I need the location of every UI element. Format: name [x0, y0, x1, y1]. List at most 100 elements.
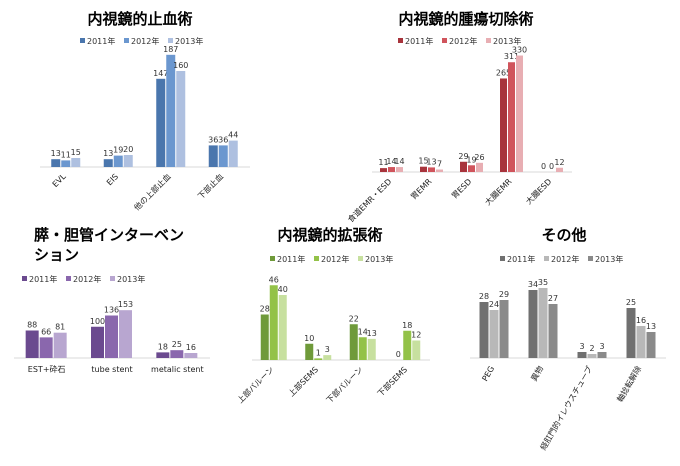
chart-1-bar-2-0 [460, 161, 467, 172]
chart-4-bar-0-0 [479, 302, 489, 358]
chart-1-bar-2-1 [468, 165, 475, 172]
chart-3-bar-1-1 [314, 358, 323, 360]
chart-2-title-line-0: 膵・胆管インターベン [34, 226, 184, 244]
chart-4-legend-swatch-0 [500, 256, 505, 261]
chart-4-value-label-3-0: 25 [626, 298, 636, 307]
chart-3-title: 内視鏡的拡張術 [277, 226, 382, 244]
chart-1-value-label-2-0: 29 [458, 152, 468, 161]
chart-1-bar-1-0 [420, 166, 427, 172]
chart-2-category-label-1: tube stent [91, 365, 132, 374]
chart-1-bar-1-1 [428, 167, 435, 172]
chart-3-value-label-1-1: 1 [316, 348, 321, 357]
chart-2-value-label-1-1: 136 [104, 306, 119, 315]
chart-0-legend-swatch-2 [168, 38, 173, 43]
chart-0-bar-1-1 [113, 155, 123, 167]
chart-3-category-label-2: 下部バルーン [324, 364, 365, 405]
chart-0-category-label-3: 下部止血 [195, 171, 225, 201]
chart-0-category-label-1: EIS [105, 172, 120, 187]
chart-3-legend-label-0: 2011年 [277, 254, 305, 264]
chart-1-legend-swatch-0 [398, 38, 403, 43]
chart-4-category-label-3: 軸捻転解除 [615, 364, 644, 404]
chart-0-legend-label-0: 2011年 [87, 36, 115, 46]
chart-1-value-label-4-0: 0 [541, 162, 546, 171]
chart-0-bar-0-2 [71, 158, 81, 167]
chart-0-category-label-2: 他の上部止血 [132, 171, 173, 212]
chart-2-bar-0-1 [39, 337, 53, 358]
chart-2-bar-2-0 [156, 352, 170, 358]
chart-4-legend-label-1: 2012年 [551, 254, 579, 264]
chart-0-bar-3-2 [228, 140, 238, 167]
chart-1-value-label-4-2: 12 [554, 158, 564, 167]
chart-1-value-label-1-2: 7 [437, 160, 442, 169]
chart-0-value-label-3-0: 36 [208, 135, 218, 144]
chart-1-bar-0-2 [396, 167, 403, 172]
chart-4-value-label-3-1: 16 [636, 316, 646, 325]
chart-3-bar-3-1 [403, 330, 412, 360]
chart-3-value-label-0-1: 46 [269, 275, 279, 284]
chart-4-legend-swatch-2 [588, 256, 593, 261]
chart-4-bar-0-2 [499, 300, 509, 358]
chart-4-value-label-3-2: 13 [646, 322, 656, 331]
chart-2-category-label-2: metalic stent [151, 365, 204, 374]
chart-4-bar-2-0 [577, 352, 587, 358]
chart-3-bar-0-1 [269, 285, 278, 360]
chart-0-legend-label-1: 2012年 [131, 36, 159, 46]
chart-2-value-label-2-2: 16 [186, 343, 196, 352]
chart-4-bar-3-1 [636, 326, 646, 358]
chart-2-value-label-2-1: 25 [172, 340, 182, 349]
chart-1-value-label-3-0: 265 [496, 68, 511, 77]
chart-0-bar-3-1 [218, 145, 228, 167]
chart-0-bar-1-2 [123, 155, 133, 167]
chart-2-bar-1-1 [105, 315, 118, 358]
chart-0-legend-label-2: 2013年 [175, 36, 203, 46]
chart-1-legend-swatch-2 [486, 38, 491, 43]
chart-3-legend-swatch-1 [314, 256, 319, 261]
chart-1-value-label-2-1: 19 [466, 155, 476, 164]
chart-0-value-label-3-2: 44 [228, 131, 238, 140]
chart-1-category-label-0: 食道EMR・ESD [345, 176, 393, 224]
chart-3-bar-2-0 [349, 324, 358, 360]
chart-3-bar-3-2 [412, 340, 421, 360]
chart-4-value-label-0-1: 24 [489, 300, 499, 309]
chart-0-category-label-0: EVL [51, 172, 68, 189]
chart-0-value-label-2-1: 187 [163, 45, 178, 54]
chart-4-value-label-1-1: 35 [538, 278, 548, 287]
chart-3-value-label-2-1: 14 [358, 327, 368, 336]
chart-2-legend-swatch-1 [66, 276, 71, 281]
chart-4-bar-3-0 [626, 308, 636, 358]
chart-2-bar-0-2 [53, 332, 67, 358]
chart-2-bar-1-2 [119, 310, 132, 358]
chart-3-legend-swatch-2 [358, 256, 363, 261]
chart-1-bar-2-2 [476, 162, 483, 172]
chart-3-legend-label-1: 2012年 [321, 254, 349, 264]
chart-3-legend-swatch-0 [270, 256, 275, 261]
chart-3-value-label-3-0: 0 [396, 350, 401, 359]
chart-2-legend-label-1: 2012年 [73, 274, 101, 284]
chart-4-legend-swatch-1 [544, 256, 549, 261]
chart-3-value-label-1-0: 10 [304, 334, 314, 343]
chart-1-value-label-0-2: 14 [394, 157, 404, 166]
chart-2-bar-0-0 [25, 330, 39, 358]
chart-3-value-label-0-0: 28 [260, 305, 270, 314]
chart-3-value-label-2-2: 13 [367, 329, 377, 338]
chart-0-value-label-3-1: 36 [218, 135, 228, 144]
chart-2-legend-swatch-2 [110, 276, 115, 281]
chart-1-bar-1-2 [436, 169, 443, 172]
chart-2-bar-1-0 [91, 326, 104, 358]
chart-0-value-label-1-2: 20 [123, 145, 133, 154]
chart-1-category-label-3: 大腸EMR [483, 176, 514, 207]
chart-1-legend-label-0: 2011年 [405, 36, 433, 46]
chart-2-value-label-1-0: 100 [90, 317, 105, 326]
chart-1-value-label-1-1: 13 [426, 157, 436, 166]
chart-1-category-label-2: 胃ESD [450, 177, 474, 201]
chart-1-bar-4-2 [556, 167, 563, 172]
chart-4-bar-1-2 [548, 304, 558, 358]
chart-4-value-label-2-1: 2 [589, 344, 594, 353]
chart-0-legend-swatch-0 [80, 38, 85, 43]
chart-4-bar-2-1 [587, 354, 597, 358]
chart-3-category-label-0: 上部バルーン [235, 364, 276, 405]
chart-1-value-label-3-2: 330 [512, 46, 527, 55]
chart-3-value-label-3-1: 18 [402, 321, 412, 330]
chart-4-value-label-0-2: 29 [499, 290, 509, 299]
chart-1-legend-label-2: 2013年 [493, 36, 521, 46]
